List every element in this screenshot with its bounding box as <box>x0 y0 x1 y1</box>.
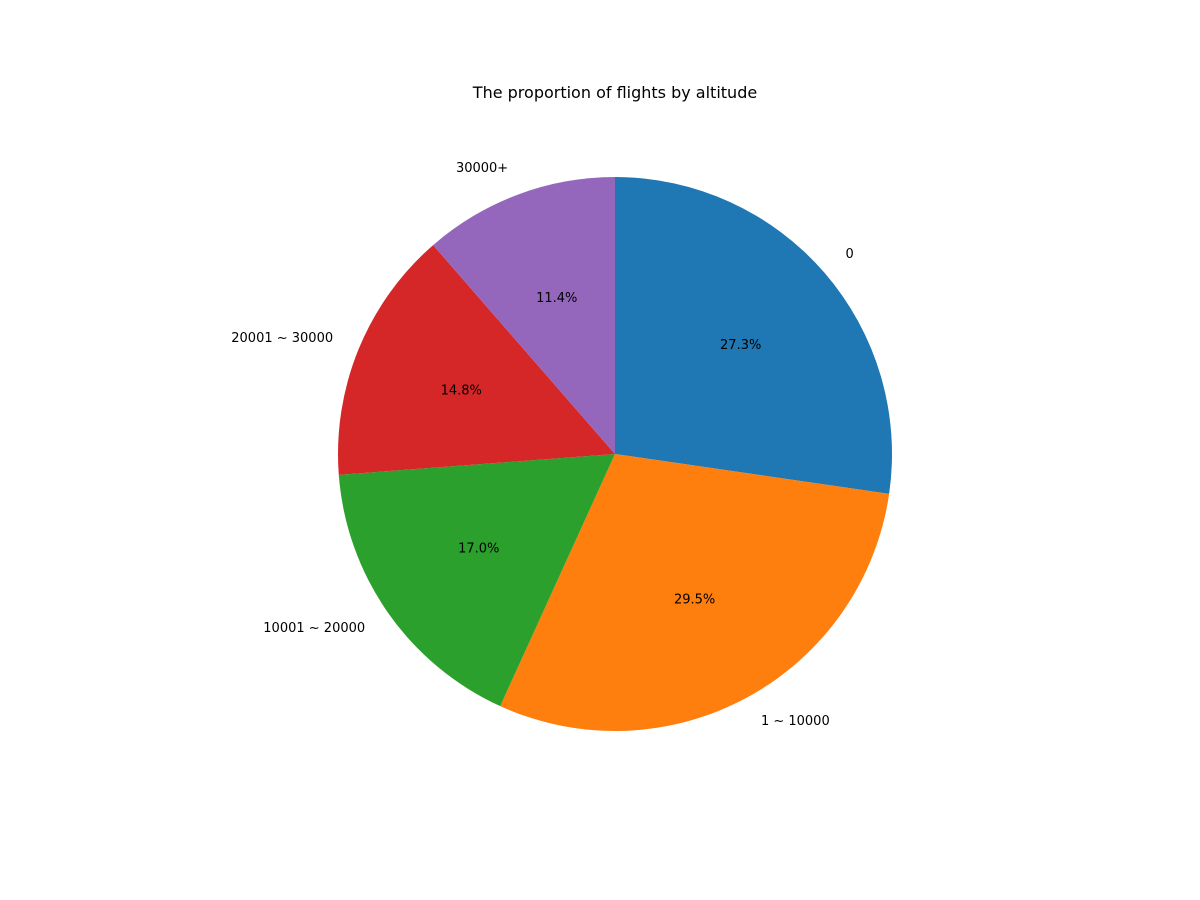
chart-title: The proportion of flights by altitude <box>472 83 758 102</box>
percent-labels-layer: 27.3% 29.5% 17.0% 14.8% 11.4% <box>441 291 762 608</box>
pie-slice-3 <box>338 454 615 707</box>
pie-slice-2 <box>500 454 890 732</box>
percent-label-3: 17.0% <box>458 542 499 557</box>
category-label-3: 10001 ~ 20000 <box>263 621 365 636</box>
pie-slice-1 <box>615 177 892 494</box>
percent-label-2: 29.5% <box>674 592 715 607</box>
percent-label-5: 11.4% <box>536 291 577 306</box>
category-label-2: 1 ~ 10000 <box>761 714 830 729</box>
category-label-5: 30000+ <box>456 161 508 176</box>
percent-label-4: 14.8% <box>441 383 482 398</box>
category-label-1: 0 <box>845 247 853 262</box>
percent-label-1: 27.3% <box>720 338 761 353</box>
pie-slice-4 <box>338 245 615 475</box>
category-labels-layer: 0 1 ~ 10000 10001 ~ 20000 20001 ~ 30000 3000… <box>231 161 853 729</box>
category-label-4: 20001 ~ 30000 <box>231 331 333 346</box>
slices-layer <box>338 177 892 732</box>
pie-slice-5 <box>433 177 615 454</box>
